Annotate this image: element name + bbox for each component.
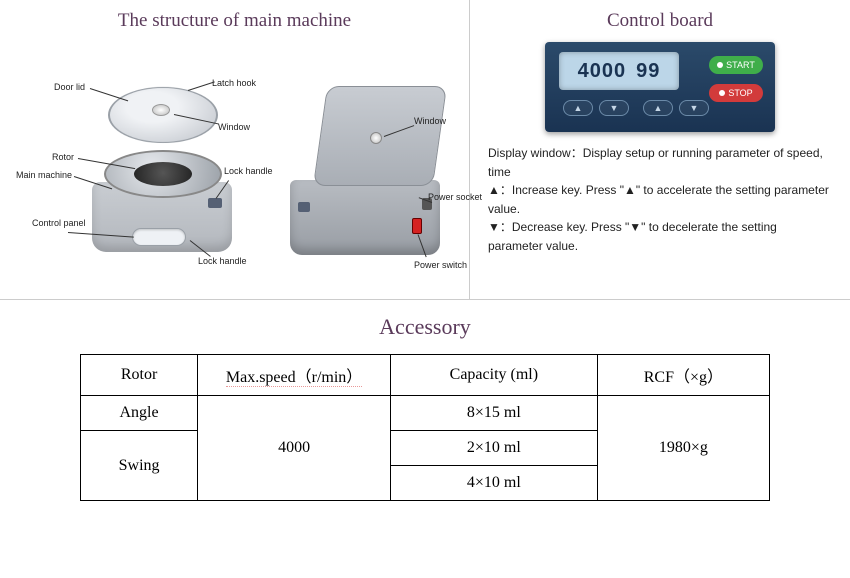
accessory-section: Accessory Rotor Max.speed（r/min） Capacit… xyxy=(0,300,850,501)
desc-line-2: ▲：Increase key. Press "▲" to accelerate … xyxy=(488,181,832,218)
label-window: Window xyxy=(218,122,250,132)
desc-line-3: ▼：Decrease key. Press "▼" to decelerate … xyxy=(488,218,832,255)
lcd-time: 99 xyxy=(636,60,660,83)
label-lock-handle2: Lock handle xyxy=(198,256,247,266)
down-button-2[interactable]: ▼ xyxy=(679,100,709,116)
up-button-1[interactable]: ▲ xyxy=(563,100,593,116)
rear-window xyxy=(370,132,382,144)
th-speed: Max.speed（r/min） xyxy=(198,355,391,396)
label-rotor: Rotor xyxy=(52,152,74,162)
accessory-table: Rotor Max.speed（r/min） Capacity (ml) RCF… xyxy=(80,354,770,501)
front-rotor xyxy=(134,162,192,186)
start-label: START xyxy=(726,60,755,70)
label-window2: Window xyxy=(414,116,446,126)
cell-cap1: 8×15 ml xyxy=(391,396,598,431)
cell-swing: Swing xyxy=(81,431,198,501)
structure-title: The structure of main machine xyxy=(12,10,457,32)
start-button[interactable]: START xyxy=(709,56,763,74)
cell-cap3: 4×10 ml xyxy=(391,466,598,501)
up-button-2[interactable]: ▲ xyxy=(643,100,673,116)
front-control-panel xyxy=(132,228,186,246)
structure-diagram: Door lid Latch hook Window Rotor Main ma… xyxy=(12,42,457,272)
accessory-title: Accessory xyxy=(80,314,770,340)
label-lock-handle: Lock handle xyxy=(224,166,273,176)
cell-angle: Angle xyxy=(81,396,198,431)
front-lock xyxy=(208,198,222,208)
stop-button[interactable]: STOP xyxy=(709,84,763,102)
rear-lock xyxy=(298,202,310,212)
control-panel-photo: 4000 99 ▲ ▼ ▲ ▼ START STOP xyxy=(545,42,775,132)
label-control-panel: Control panel xyxy=(32,218,86,228)
rear-power-switch xyxy=(412,218,422,234)
label-power-socket: Power socket xyxy=(428,192,482,202)
leader xyxy=(188,81,215,91)
lcd-display: 4000 99 xyxy=(559,52,679,90)
start-led xyxy=(717,62,723,68)
structure-pane: The structure of main machine Door lid L… xyxy=(0,0,470,299)
control-board-desc: Display window：Display setup or running … xyxy=(488,144,832,256)
control-board-title: Control board xyxy=(488,10,832,32)
label-latch-hook: Latch hook xyxy=(212,78,256,88)
down-button-1[interactable]: ▼ xyxy=(599,100,629,116)
lcd-speed: 4000 xyxy=(578,60,627,83)
table-row: Angle 4000 8×15 ml 1980×g xyxy=(81,396,770,431)
control-board-pane: Control board 4000 99 ▲ ▼ ▲ ▼ START STOP… xyxy=(470,0,850,299)
label-door-lid: Door lid xyxy=(54,82,85,92)
cell-cap2: 2×10 ml xyxy=(391,431,598,466)
th-rcf: RCF（×g） xyxy=(597,355,769,396)
front-window xyxy=(152,104,170,116)
th-rotor: Rotor xyxy=(81,355,198,396)
table-row: Rotor Max.speed（r/min） Capacity (ml) RCF… xyxy=(81,355,770,396)
cell-speed: 4000 xyxy=(198,396,391,501)
label-power-switch: Power switch xyxy=(414,260,467,270)
top-section: The structure of main machine Door lid L… xyxy=(0,0,850,300)
desc-line-1: Display window：Display setup or running … xyxy=(488,144,832,181)
label-main-machine: Main machine xyxy=(16,170,72,180)
th-capacity: Capacity (ml) xyxy=(391,355,598,396)
cell-rcf: 1980×g xyxy=(597,396,769,501)
stop-label: STOP xyxy=(728,88,752,98)
stop-led xyxy=(719,90,725,96)
